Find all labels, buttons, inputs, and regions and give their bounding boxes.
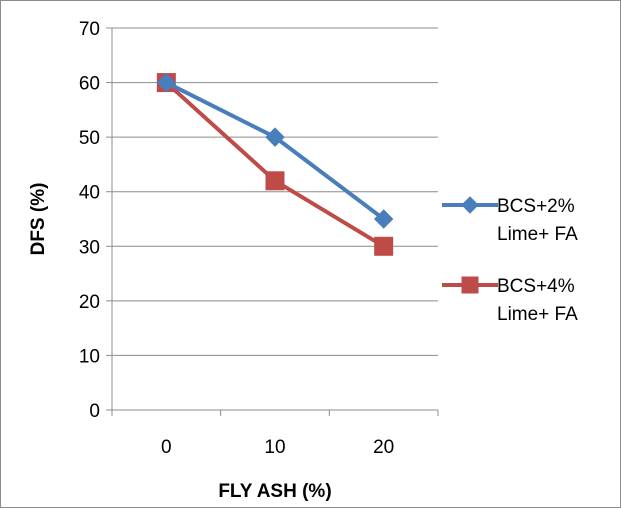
series-1-point-0	[156, 72, 177, 93]
series-1-line	[165, 80, 385, 221]
y-tick-label-70: 70	[79, 19, 100, 40]
y-tick-label-20: 20	[79, 292, 100, 313]
x-axis-title: FLY ASH (%)	[218, 481, 331, 502]
series-1	[156, 72, 394, 229]
series-2-line	[164, 81, 385, 248]
series-2-point-20	[374, 236, 394, 256]
legend-swatch-marker-2	[461, 276, 479, 294]
legend-item-1: BCS+2% Lime+ FA	[442, 196, 578, 245]
legend: BCS+2% Lime+ FA BCS+4% Lime+ FA	[442, 196, 578, 325]
axes	[106, 27, 439, 416]
y-tick-label-50: 50	[79, 128, 100, 149]
legend-label-1-line-1: BCS+2%	[497, 196, 575, 217]
series-2	[156, 73, 394, 256]
y-tick-label-10: 10	[79, 346, 100, 367]
legend-label-1-line-2: Lime+ FA	[497, 224, 578, 245]
y-tick-label-40: 40	[79, 183, 100, 204]
legend-item-2: BCS+4% Lime+ FA	[442, 276, 578, 325]
legend-label-2-line-1: BCS+4%	[497, 276, 575, 297]
x-tick-label-20: 20	[373, 437, 394, 458]
series-layer	[156, 72, 394, 256]
x-tick-labels: 0 10 20	[161, 437, 394, 458]
series-1-point-20	[373, 209, 394, 229]
x-tick-label-0: 0	[161, 437, 172, 458]
y-axis-title: DFS (%)	[28, 183, 49, 256]
legend-swatch-marker-1	[461, 196, 479, 214]
series-2-point-10	[265, 171, 285, 191]
y-tick-label-0: 0	[89, 401, 100, 422]
y-tick-labels: 0 10 20 30 40 50 60 70	[79, 19, 100, 422]
y-tick-label-30: 30	[79, 237, 100, 258]
y-tick-label-60: 60	[79, 74, 100, 95]
x-tick-label-10: 10	[264, 437, 285, 458]
series-1-point-10	[265, 127, 285, 147]
legend-label-2-line-2: Lime+ FA	[497, 304, 578, 325]
